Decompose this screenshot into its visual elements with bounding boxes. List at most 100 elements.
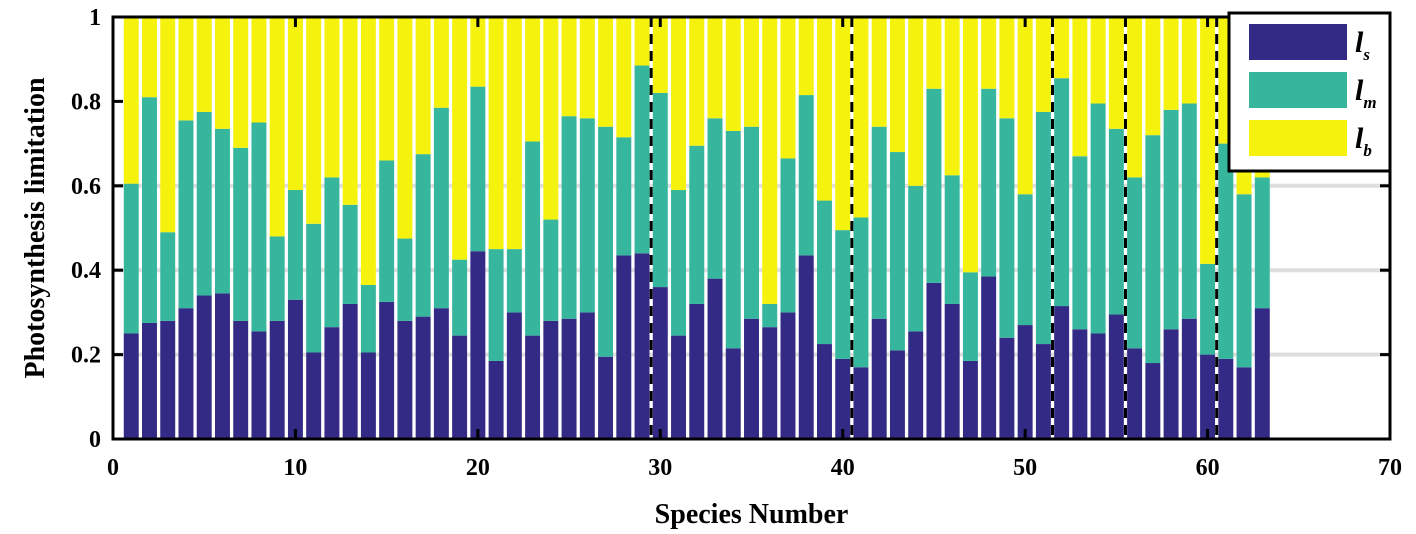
y-tick-label-2: 0.4	[71, 258, 101, 284]
bar-lb-56	[1127, 17, 1143, 178]
bar-lm-7	[233, 147, 249, 321]
bar-lb-58	[1163, 17, 1179, 110]
bar-ls-18	[433, 308, 449, 439]
bar-ls-7	[233, 320, 249, 439]
bar-ls-63	[1254, 308, 1270, 439]
bar-ls-21	[488, 360, 504, 439]
bar-ls-60	[1200, 354, 1216, 439]
bar-ls-35	[744, 318, 759, 439]
bar-ls-12	[324, 327, 340, 439]
y-tick-label-5: 1	[89, 5, 101, 31]
bar-ls-49	[999, 337, 1015, 439]
bar-lm-22	[506, 249, 522, 313]
bar-ls-45	[926, 282, 942, 439]
bar-lm-32	[689, 145, 705, 304]
bar-lm-14	[360, 284, 376, 353]
bar-ls-14	[360, 352, 376, 439]
bar-lm-10	[287, 190, 303, 300]
bar-ls-26	[579, 312, 595, 439]
bar-lb-3	[160, 17, 176, 233]
y-tick-label-1: 0.2	[71, 343, 101, 369]
bar-ls-20	[470, 251, 486, 439]
bar-lb-22	[506, 17, 522, 250]
bar-ls-44	[908, 331, 924, 439]
bar-ls-33	[707, 278, 723, 439]
bar-lm-6	[214, 128, 230, 294]
bar-lm-23	[525, 141, 541, 336]
plot-frame	[111, 15, 1392, 441]
bar-ls-13	[342, 303, 358, 439]
bar-lm-52	[1054, 78, 1070, 307]
bar-ls-22	[506, 312, 522, 439]
bar-ls-23	[525, 335, 541, 439]
bar-lb-54	[1090, 17, 1106, 104]
bar-ls-59	[1181, 318, 1197, 439]
x-axis-label: Species Number	[655, 499, 849, 530]
bar-lb-40	[835, 17, 851, 231]
bar-lb-52	[1054, 17, 1070, 79]
bar-ls-24	[543, 320, 559, 439]
bar-lm-11	[306, 223, 322, 353]
bar-ls-30	[652, 287, 668, 439]
bar-lm-16	[397, 238, 413, 321]
bar-ls-34	[725, 348, 741, 439]
bar-lm-9	[269, 236, 285, 321]
bar-lm-29	[634, 65, 650, 254]
bar-lb-26	[579, 17, 595, 119]
bar-lb-8	[251, 17, 267, 123]
bar-lb-51	[1035, 17, 1051, 112]
bar-lb-57	[1145, 17, 1161, 136]
x-tick-label-6: 60	[1196, 455, 1220, 481]
bar-lb-45	[926, 17, 942, 89]
bar-ls-36	[762, 327, 778, 439]
bar-ls-6	[214, 293, 230, 439]
bar-ls-39	[816, 344, 832, 439]
bar-ls-1	[123, 333, 139, 439]
bar-lb-1	[123, 17, 139, 184]
bar-ls-31	[671, 335, 687, 439]
bar-lb-43	[889, 17, 905, 153]
bar-lm-53	[1072, 156, 1088, 330]
bar-lb-5	[196, 17, 212, 112]
bar-lm-28	[616, 137, 632, 256]
bar-lm-42	[871, 126, 887, 319]
x-tick-label-4: 40	[831, 455, 855, 481]
bar-lb-16	[397, 17, 413, 239]
bar-ls-15	[379, 301, 395, 439]
bar-ls-32	[689, 303, 705, 439]
bar-lb-10	[287, 17, 303, 191]
bar-lm-60	[1200, 263, 1216, 355]
bar-lm-59	[1181, 103, 1197, 319]
y-tick-label-0: 0	[89, 427, 101, 453]
bar-ls-10	[287, 299, 303, 439]
tick-labels: 0 10 20 30 40 50 60 70 0 0.2 0.4 0.6 0.8 1	[71, 5, 1402, 481]
bar-lm-39	[816, 200, 832, 345]
bar-lm-5	[196, 111, 212, 296]
bar-lm-46	[944, 175, 960, 304]
bar-lb-37	[780, 17, 796, 159]
bar-ls-11	[306, 352, 322, 439]
bar-lb-30	[652, 17, 668, 93]
bar-lb-32	[689, 17, 705, 146]
bar-lb-33	[707, 17, 723, 119]
bar-ls-16	[397, 320, 413, 439]
bar-ls-55	[1108, 314, 1124, 439]
bar-lm-12	[324, 177, 340, 328]
bar-lb-41	[853, 17, 869, 218]
bar-lm-17	[415, 154, 431, 317]
bar-lb-27	[598, 17, 614, 127]
bar-lm-48	[981, 88, 997, 277]
legend-swatch-ls	[1249, 24, 1347, 60]
bar-lm-3	[160, 232, 176, 321]
bar-ls-5	[196, 295, 212, 439]
bar-ls-47	[962, 360, 978, 439]
bar-lm-30	[652, 92, 668, 288]
bar-lm-57	[1145, 135, 1161, 364]
bar-ls-17	[415, 316, 431, 439]
bar-ls-42	[871, 318, 887, 439]
bar-lb-19	[452, 17, 468, 260]
bar-ls-50	[1017, 325, 1033, 439]
bar-lm-31	[671, 190, 687, 336]
bar-lm-49	[999, 118, 1015, 338]
